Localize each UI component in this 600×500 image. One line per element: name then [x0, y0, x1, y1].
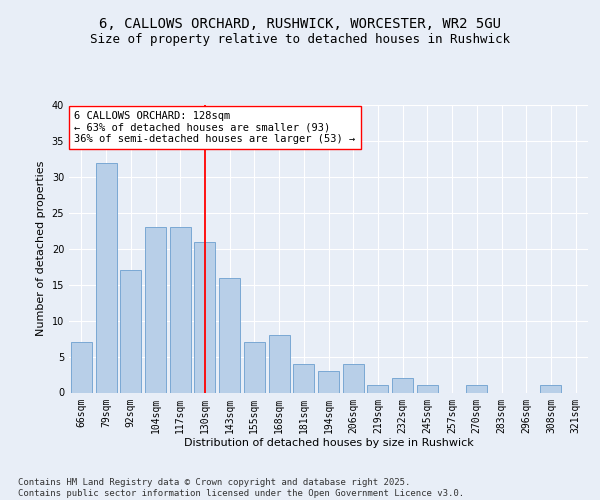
Text: Size of property relative to detached houses in Rushwick: Size of property relative to detached ho… [90, 32, 510, 46]
Bar [466, 386, 487, 392]
Bar [293, 364, 314, 392]
Bar [170, 227, 191, 392]
Bar [318, 371, 339, 392]
Bar [367, 386, 388, 392]
Text: 6 CALLOWS ORCHARD: 128sqm
← 63% of detached houses are smaller (93)
36% of semi-: 6 CALLOWS ORCHARD: 128sqm ← 63% of detac… [74, 111, 355, 144]
Bar [244, 342, 265, 392]
Y-axis label: Number of detached properties: Number of detached properties [36, 161, 46, 336]
Bar [194, 242, 215, 392]
Bar [145, 227, 166, 392]
Bar [219, 278, 240, 392]
Bar [541, 386, 562, 392]
Bar [71, 342, 92, 392]
Bar [417, 386, 438, 392]
Bar [343, 364, 364, 392]
Text: 6, CALLOWS ORCHARD, RUSHWICK, WORCESTER, WR2 5GU: 6, CALLOWS ORCHARD, RUSHWICK, WORCESTER,… [99, 18, 501, 32]
Bar [269, 335, 290, 392]
Bar [95, 162, 116, 392]
Bar [392, 378, 413, 392]
Bar [120, 270, 141, 392]
Text: Contains HM Land Registry data © Crown copyright and database right 2025.
Contai: Contains HM Land Registry data © Crown c… [18, 478, 464, 498]
X-axis label: Distribution of detached houses by size in Rushwick: Distribution of detached houses by size … [184, 438, 473, 448]
